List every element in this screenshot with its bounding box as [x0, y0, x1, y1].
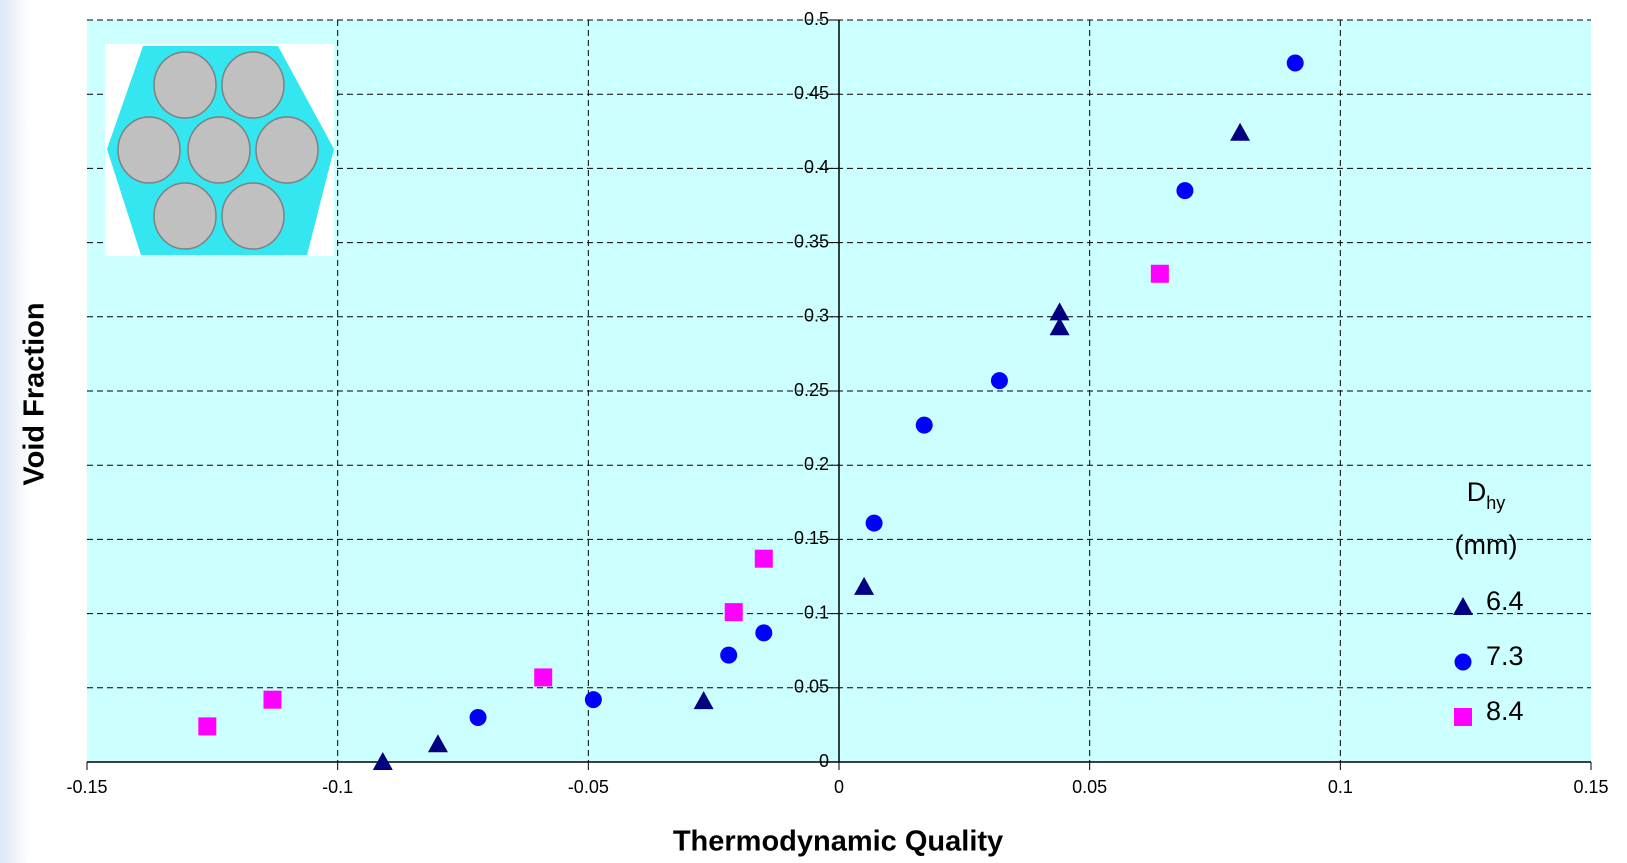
marker [1049, 302, 1070, 321]
x-tick-label: 0.05 [1072, 777, 1107, 797]
marker [865, 514, 883, 532]
marker [534, 668, 553, 687]
inset [105, 44, 334, 256]
rod [153, 182, 217, 250]
x-tick-label: -0.1 [322, 777, 353, 797]
rod [221, 51, 285, 119]
y-tick-label: 0.5 [804, 9, 829, 29]
marker [755, 624, 773, 642]
legend-title-sub: hy [1486, 493, 1505, 513]
rod [221, 182, 285, 250]
marker [1176, 182, 1194, 200]
legend-label: 8.4 [1486, 696, 1524, 726]
marker [1454, 708, 1472, 726]
x-tick-label: -0.15 [66, 777, 107, 797]
y-tick-label: 0.1 [804, 602, 829, 622]
marker [724, 603, 743, 622]
marker [1454, 653, 1472, 671]
marker [854, 576, 875, 595]
y-tick-label: 0.35 [794, 231, 829, 251]
marker [720, 646, 738, 664]
legend-label: 6.4 [1486, 586, 1524, 616]
rod [255, 116, 319, 184]
marker [584, 691, 602, 709]
x-axis-label: Thermodynamic Quality [673, 826, 1003, 858]
marker [693, 691, 714, 710]
rod [117, 116, 181, 184]
legend-title: Dhy [1467, 477, 1506, 513]
y-tick-label: 0.4 [804, 157, 829, 177]
marker [1286, 54, 1304, 72]
legend-title-unit: (mm) [1455, 530, 1518, 560]
rod [153, 51, 217, 119]
marker [1453, 597, 1473, 615]
legend-title-main: D [1467, 477, 1487, 507]
marker [427, 734, 448, 753]
marker [1049, 317, 1070, 336]
y-axis-label: Void Fraction [19, 302, 51, 485]
y-tick-label: 0.15 [794, 528, 829, 548]
x-tick-label: 0 [834, 777, 844, 797]
y-tick-label: 0.2 [804, 454, 829, 474]
rod [187, 116, 251, 184]
y-tick-label: 0.3 [804, 306, 829, 326]
marker [198, 717, 217, 736]
marker [263, 690, 282, 709]
marker [915, 416, 933, 434]
marker [1150, 264, 1169, 283]
y-tick-label: 0 [819, 751, 829, 771]
edge-shade [0, 0, 30, 863]
x-tick-label: 0.15 [1573, 777, 1608, 797]
y-tick-label: 0.45 [794, 83, 829, 103]
y-tick-label: 0.05 [794, 677, 829, 697]
marker [754, 549, 773, 568]
marker [990, 372, 1008, 390]
marker [469, 708, 487, 726]
x-tick-label: 0.1 [1328, 777, 1353, 797]
y-tick-label: 0.25 [794, 380, 829, 400]
x-tick-label: -0.05 [568, 777, 609, 797]
marker [372, 752, 393, 770]
legend-label: 7.3 [1486, 641, 1524, 671]
marker [1230, 122, 1251, 141]
